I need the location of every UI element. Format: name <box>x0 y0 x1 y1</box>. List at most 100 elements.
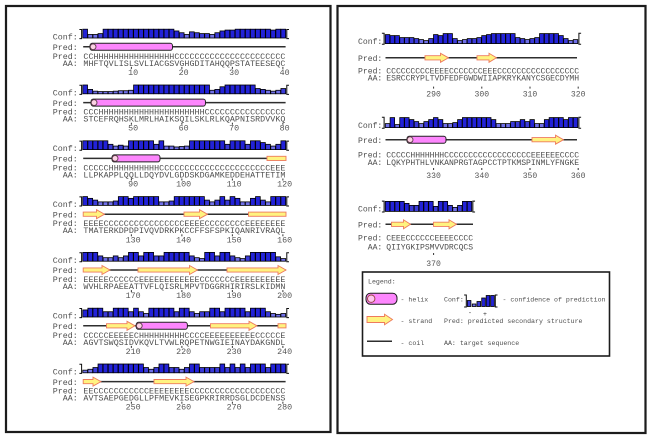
svg-text:- strand: - strand <box>401 318 433 325</box>
svg-text:260: 260 <box>176 403 191 413</box>
svg-text:280: 280 <box>277 403 292 413</box>
svg-text:CCCCCHHHHHHHCCCCCCCCCCCCCCCCCC: CCCCCHHHHHHHCCCCCCCCCCCCCCCCCCEEEEEECCCC <box>386 152 579 161</box>
svg-text:160: 160 <box>277 235 292 245</box>
svg-text:AA:: AA: <box>63 59 78 69</box>
svg-text:230: 230 <box>227 347 242 357</box>
svg-text:Pred:: Pred: <box>53 52 78 62</box>
svg-text:60: 60 <box>179 124 189 134</box>
svg-text:90: 90 <box>128 180 138 190</box>
svg-text:Pred:: Pred: <box>53 378 78 388</box>
svg-text:CEEECCCCCCEEEECCCC: CEEECCCCCCEEEECCCC <box>386 235 473 244</box>
svg-text:EECCCCCCCCCCCEEEEEEEECCCCCCCCC: EECCCCCCCCCCCEEEEEEEECCCCCCCCCCCCCCCCCCC <box>83 387 285 397</box>
svg-text:Pred:: Pred: <box>358 68 382 77</box>
svg-text:Pred:: Pred: <box>53 275 78 285</box>
svg-text:Pred:: Pred: <box>358 55 382 64</box>
svg-text:330: 330 <box>426 172 441 181</box>
svg-text:300: 300 <box>475 90 490 99</box>
svg-text:Pred: predicted secondary stru: Pred: predicted secondary structure <box>444 318 583 325</box>
svg-text:10: 10 <box>128 68 138 78</box>
svg-text:Pred:: Pred: <box>53 219 78 229</box>
svg-text:140: 140 <box>176 235 191 245</box>
svg-text:170: 170 <box>126 291 141 301</box>
svg-text:CCCCCCCCCEEEECCCCCCCEEECCCCCCC: CCCCCCCCCEEEECCCCCCCEEECCCCCCCCCCCCCCCCC <box>386 68 579 77</box>
svg-text:EEEEECCCCCCEEEEEEEEEEEECCCCCCC: EEEEECCCCCCEEEEEEEEEEEECCCCCCCEEEEEEEEEE <box>83 275 285 285</box>
svg-text:- helix: - helix <box>401 297 429 304</box>
svg-text:QIIYGKIPSMVVDRCQCS: QIIYGKIPSMVVDRCQCS <box>386 243 473 252</box>
svg-text:240: 240 <box>277 347 292 357</box>
svg-text:AA:: AA: <box>368 74 383 83</box>
svg-text:ESRCCRYPLTVDFEDFGWDWIIAPKRYKAN: ESRCCRYPLTVDFEDFGWDWIIAPKRYKANYCSGECDYMH <box>386 74 579 83</box>
svg-text:200: 200 <box>277 291 292 301</box>
svg-text:Conf:: Conf: <box>53 33 78 43</box>
svg-text:AA: target sequence: AA: target sequence <box>444 340 519 347</box>
svg-text:320: 320 <box>571 90 586 99</box>
svg-text:CCCCCHHHHHHHHHHCCCCCCCCCCCCCCC: CCCCCHHHHHHHHHHCCCCCCCCCCCCCCCCCCCCCCEEE <box>83 163 285 173</box>
svg-text:Conf:: Conf: <box>358 38 382 47</box>
svg-text:Pred:: Pred: <box>358 152 382 161</box>
svg-text:370: 370 <box>426 260 441 269</box>
svg-text:AVTSAEPGEDGLLPFMEVKISEGPKRIRRD: AVTSAEPGEDGLLPFMEVKISEGPKRIRRDSGLDCDENSS <box>83 394 285 404</box>
svg-text:120: 120 <box>277 180 292 190</box>
svg-text:Pred:: Pred: <box>358 222 382 231</box>
svg-text:AA:: AA: <box>63 115 78 125</box>
svg-text:Pred:: Pred: <box>53 331 78 341</box>
svg-text:20: 20 <box>179 68 189 78</box>
svg-text:Pred:: Pred: <box>53 387 78 397</box>
svg-text:AA:: AA: <box>368 243 383 252</box>
svg-text:MHFTQVLISLSVLIACGSVGHGDITAHQQP: MHFTQVLISLSVLIACGSVGHGDITAHQQPSTATEESEQC <box>83 59 285 69</box>
svg-text:340: 340 <box>475 172 490 181</box>
svg-text:Conf:: Conf: <box>358 206 382 215</box>
svg-text:LLPKAPPLQQLLDQYDVLGDDSKDGAMKED: LLPKAPPLQQLLDQYDVLGDDSKDGAMKEDDEHATTETIM <box>83 170 285 180</box>
svg-text:Pred:: Pred: <box>53 210 78 220</box>
svg-text:Pred:: Pred: <box>53 266 78 276</box>
svg-text:AA:: AA: <box>63 226 78 236</box>
svg-text:-: - <box>468 310 472 317</box>
svg-text:CCCHHHHHHHHHHHHHHHHHHHHHCCCCCC: CCCHHHHHHHHHHHHHHHHHHHHHCCCCCCCCCCCCCCCC <box>83 108 285 118</box>
svg-text:LQKYPHTHLVNKANPRGTAGPCCTPTKMSP: LQKYPHTHLVNKANPRGTAGPCCTPTKMSPINMLYFNGKE <box>386 159 579 168</box>
svg-text:Conf:: Conf: <box>53 200 78 210</box>
svg-text:180: 180 <box>176 291 191 301</box>
svg-text:190: 190 <box>227 291 242 301</box>
svg-text:Conf:: Conf: <box>53 88 78 98</box>
svg-text:290: 290 <box>426 90 441 99</box>
svg-text:AA:: AA: <box>63 338 78 348</box>
svg-text:Conf:: Conf: <box>53 367 78 377</box>
svg-text:- coil: - coil <box>401 340 425 347</box>
svg-text:70: 70 <box>229 124 239 134</box>
svg-text:80: 80 <box>280 124 290 134</box>
svg-text:AA:: AA: <box>63 394 78 404</box>
svg-text:Pred:: Pred: <box>53 43 78 53</box>
svg-text:AA:: AA: <box>368 159 383 168</box>
svg-text:110: 110 <box>227 180 242 190</box>
svg-text:AA:: AA: <box>63 170 78 180</box>
svg-text:Pred:: Pred: <box>53 155 78 165</box>
svg-text:Legend:: Legend: <box>368 279 396 286</box>
svg-text:EEEECCCCCCCCCCCCCCCCEEEECCCCCC: EEEECCCCCCCCCCCCCCCCEEEECCCCCCCCEEEEEEEE <box>83 219 285 229</box>
svg-text:100: 100 <box>176 180 191 190</box>
svg-text:Conf:: Conf: <box>53 256 78 266</box>
svg-text:270: 270 <box>227 403 242 413</box>
svg-text:220: 220 <box>176 347 191 357</box>
svg-text:350: 350 <box>523 172 538 181</box>
svg-text:40: 40 <box>280 68 290 78</box>
svg-text:CCHHHHHHHHHHHHHHHHCCCCCCCCCCCC: CCHHHHHHHHHHHHHHHHCCCCCCCCCCCCCCCCCCCCCC <box>83 52 285 62</box>
svg-text:30: 30 <box>229 68 239 78</box>
svg-text:Pred:: Pred: <box>53 99 78 109</box>
svg-text:310: 310 <box>523 90 538 99</box>
svg-text:Pred:: Pred: <box>358 235 382 244</box>
svg-text:STCEFRQHSKLMRLHAIKSQILSKLRLKQA: STCEFRQHSKLMRLHAIKSQILSKLRLKQAPNISRDVVKQ <box>83 115 285 125</box>
svg-text:WVHLRPAEEATTVFLQISRLMPVTDGGRHI: WVHLRPAEEATTVFLQISRLMPVTDGGRHIRIRSLKIDMN <box>83 282 285 292</box>
svg-text:Conf:: Conf: <box>53 144 78 154</box>
svg-text:CCCCCEEEEECHHHHHHHHHCCCCEEEEEE: CCCCCEEEEECHHHHHHHHHCCCCEEEEEEEEEECCCCCE <box>83 331 285 341</box>
svg-text:Conf:: Conf: <box>358 122 382 131</box>
svg-text:150: 150 <box>227 235 242 245</box>
svg-text:- confidence of prediction: - confidence of prediction <box>503 297 606 304</box>
svg-text:Conf:: Conf: <box>444 297 464 304</box>
svg-text:AA:: AA: <box>63 282 78 292</box>
svg-text:250: 250 <box>126 403 141 413</box>
svg-text:130: 130 <box>126 235 141 245</box>
svg-text:210: 210 <box>126 347 141 357</box>
svg-text:50: 50 <box>128 124 138 134</box>
svg-text:Pred:: Pred: <box>53 108 78 118</box>
svg-text:Pred:: Pred: <box>358 137 382 146</box>
